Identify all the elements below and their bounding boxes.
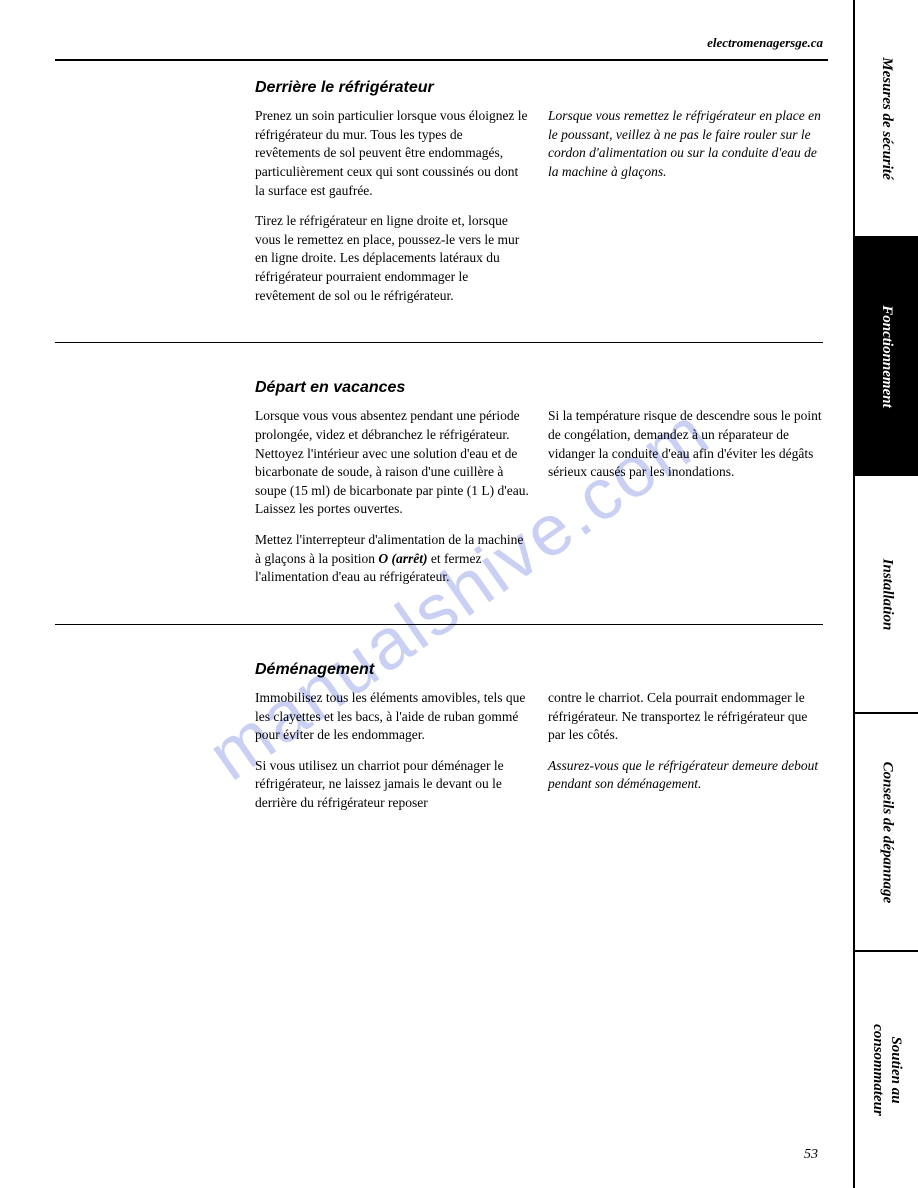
section-2-right-col: Si la température risque de descendre so… <box>548 407 823 599</box>
section-2-left-col: Lorsque vous vous absentez pendant une p… <box>255 407 530 599</box>
section-title-1: Derrière le réfrigérateur <box>255 79 823 97</box>
italic-note: Assurez-vous que le réfrigérateur demeur… <box>548 757 823 794</box>
section-title-2: Départ en vacances <box>255 379 823 397</box>
section-title-3: Déménagement <box>255 661 823 679</box>
bold-text: O (arrêt) <box>378 551 427 566</box>
tab-label: Soutien auconsommateur <box>869 1024 905 1116</box>
body-text: Mettez l'interrepteur d'alimentation de … <box>255 531 530 587</box>
section-1-right-col: Lorsque vous remettez le réfrigérateur e… <box>548 107 823 317</box>
section-divider <box>55 624 823 643</box>
top-divider <box>55 59 828 61</box>
section-1-left-col: Prenez un soin particulier lorsque vous … <box>255 107 530 317</box>
body-text: Si vous utilisez un charriot pour déména… <box>255 757 530 813</box>
body-text: Tirez le réfrigérateur en ligne droite e… <box>255 212 530 305</box>
section-3-left-col: Immobilisez tous les éléments amovibles,… <box>255 689 530 825</box>
section-divider <box>55 342 823 361</box>
page-number: 53 <box>804 1147 818 1163</box>
tab-soutien-consommateur[interactable]: Soutien auconsommateur <box>855 950 918 1188</box>
body-text: Si la température risque de descendre so… <box>548 407 823 482</box>
body-text: Immobilisez tous les éléments amovibles,… <box>255 689 530 745</box>
section-3-right-col: contre le charriot. Cela pourrait endomm… <box>548 689 823 825</box>
header-url: electromenagersge.ca <box>0 35 918 51</box>
italic-note: Lorsque vous remettez le réfrigérateur e… <box>548 107 823 182</box>
body-text: Prenez un soin particulier lorsque vous … <box>255 107 530 200</box>
body-text: contre le charriot. Cela pourrait endomm… <box>548 689 823 745</box>
body-text: Lorsque vous vous absentez pendant une p… <box>255 407 530 519</box>
